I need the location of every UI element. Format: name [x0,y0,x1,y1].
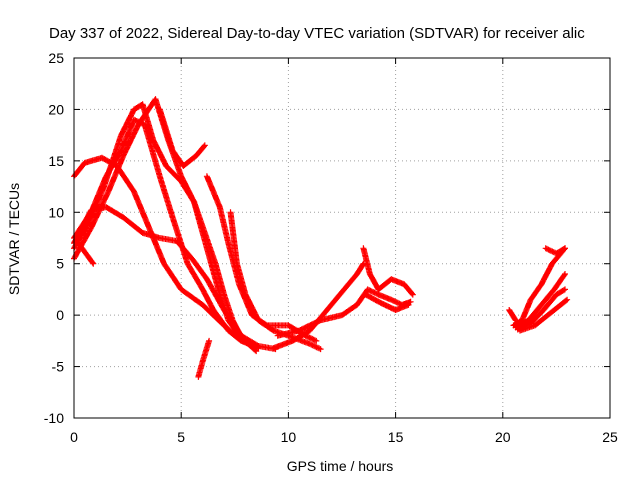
y-tick-label: 5 [56,256,64,272]
y-tick-label: -5 [52,359,65,375]
y-tick-label: 25 [48,50,64,66]
series-track-14 [362,291,412,313]
series-track-19 [542,245,568,257]
x-tick-label: 15 [388,429,404,445]
x-tick-label: 0 [70,429,78,445]
x-tick-label: 20 [495,429,511,445]
series-track-9 [75,240,97,267]
chart-title: Day 337 of 2022, Sidereal Day-to-day VTE… [49,25,585,42]
x-tick-label: 5 [177,429,185,445]
series-track-10 [195,337,213,380]
x-axis-label: GPS time / hours [287,458,394,474]
series-track-18 [517,296,571,334]
series-track-15 [510,245,568,329]
series-track-20 [506,307,519,324]
y-tick-label: -10 [44,410,64,426]
plot-frame [73,57,611,419]
y-tick-label: 15 [48,153,64,169]
y-axis-label: SDTVAR / TECUs [6,183,22,295]
series-track-13 [360,245,416,298]
series-track-16 [512,271,568,331]
series-track-6 [156,106,208,169]
x-tick-label: 25 [602,429,618,445]
y-tick-label: 10 [48,204,64,220]
x-tick-label: 10 [281,429,297,445]
y-tick-label: 20 [48,101,64,117]
data-markers [71,96,571,380]
axis-ticks: 0 5 10 15 20 25 -10 -5 0 5 10 15 20 25 [44,50,618,445]
y-tick-label: 0 [56,307,64,323]
